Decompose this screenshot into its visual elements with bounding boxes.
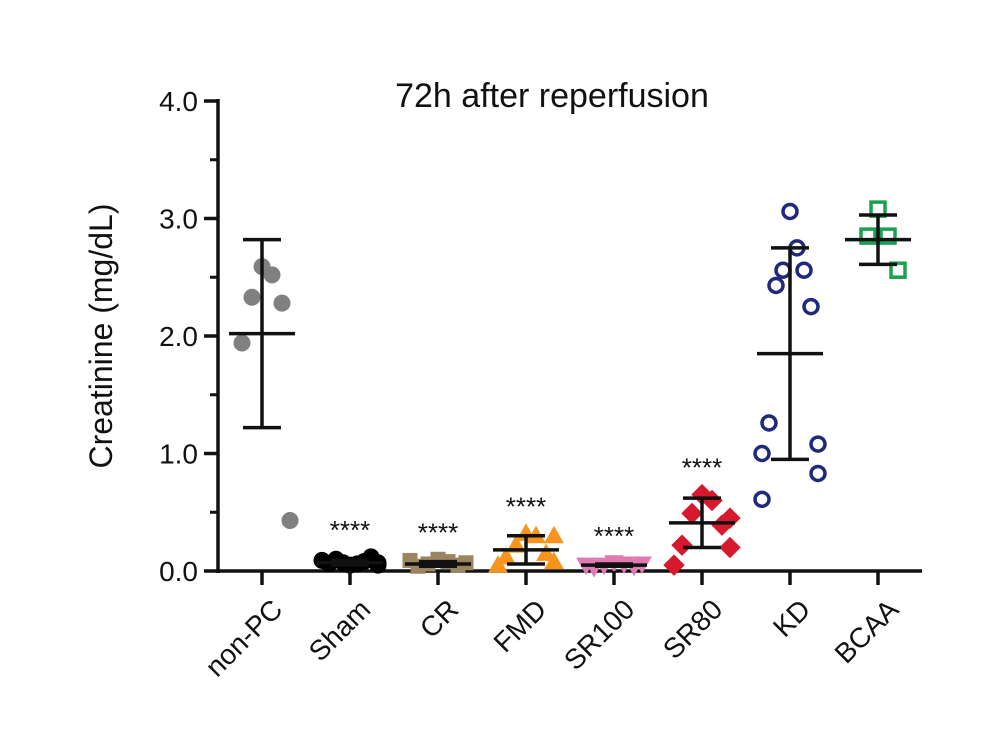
data-point — [760, 414, 778, 432]
x-tick-label: KD — [767, 593, 816, 642]
significance-label: **** — [594, 521, 634, 551]
data-point — [281, 511, 299, 529]
data-point — [263, 266, 281, 284]
y-tick-label: 0.0 — [159, 556, 198, 587]
data-point — [273, 294, 291, 312]
data-point — [671, 534, 693, 556]
x-tick-label: SR100 — [558, 593, 640, 675]
data-point — [781, 202, 799, 221]
data-point — [313, 551, 331, 569]
x-tick-label: CR — [414, 593, 465, 644]
significance-label: **** — [506, 491, 546, 521]
data-point — [802, 297, 820, 316]
data-point — [753, 490, 771, 509]
data-point — [536, 543, 556, 561]
data-point — [544, 525, 564, 544]
significance-label: **** — [682, 453, 722, 483]
data-point — [544, 551, 564, 570]
y-axis-label: Creatinine (mg/dL) — [83, 204, 119, 469]
y-tick-label: 3.0 — [159, 204, 198, 235]
data-point — [774, 261, 792, 279]
chart-title: 72h after reperfusion — [395, 77, 709, 115]
data-point — [488, 555, 508, 573]
data-point — [233, 334, 251, 352]
significance-label: **** — [330, 515, 370, 545]
y-tick-label: 1.0 — [159, 439, 198, 470]
data-point — [663, 554, 685, 576]
data-point — [243, 288, 261, 306]
x-tick-label: FMD — [488, 593, 553, 658]
x-tick-label: Sham — [303, 593, 377, 667]
data-point — [496, 546, 516, 565]
data-point — [809, 464, 827, 483]
data-point — [889, 261, 907, 279]
data-point — [753, 444, 771, 463]
significance-label: **** — [418, 517, 458, 547]
x-tick-label: non-PC — [199, 593, 288, 682]
y-tick-label: 4.0 — [159, 86, 198, 117]
x-tick-label: SR80 — [657, 593, 728, 664]
data-point — [767, 276, 785, 295]
data-point — [795, 261, 813, 279]
x-tick-label: BCAA — [829, 593, 905, 669]
data-point — [809, 435, 827, 453]
data-point — [681, 502, 703, 525]
y-tick-label: 2.0 — [159, 321, 198, 352]
data-point — [719, 536, 741, 559]
